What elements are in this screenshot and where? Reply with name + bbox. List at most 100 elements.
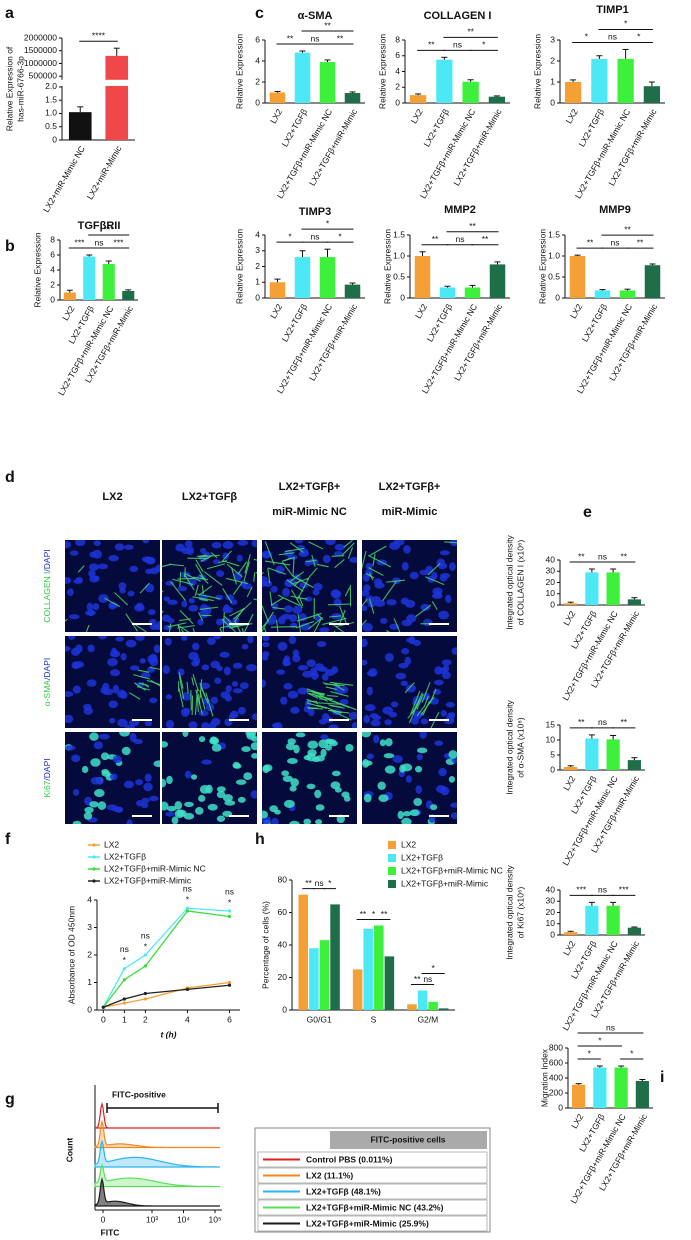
nucleus bbox=[71, 647, 81, 656]
nucleus bbox=[288, 636, 297, 645]
legend-label: LX2+TGFβ+miR-Mimic NC (43.2%) bbox=[306, 1202, 444, 1212]
fiber bbox=[206, 563, 226, 570]
x-axis-label: FITC bbox=[101, 1227, 120, 1237]
nucleus bbox=[382, 706, 394, 715]
point bbox=[143, 991, 147, 996]
nucleus bbox=[186, 546, 194, 556]
y-axis-label: of Ki67 (x10⁶) bbox=[515, 886, 525, 938]
significance-label: * bbox=[338, 231, 342, 241]
nucleus bbox=[400, 597, 410, 605]
significance-label: ns bbox=[423, 974, 432, 984]
nucleus bbox=[270, 585, 278, 593]
bar bbox=[294, 52, 311, 103]
y-tick-label: 2 bbox=[50, 279, 55, 289]
point bbox=[143, 997, 147, 1001]
x-tick-label: S bbox=[371, 1014, 377, 1024]
y-axis-label: of α-SMA (x10⁶) bbox=[515, 717, 525, 778]
point bbox=[122, 978, 126, 982]
y-tick-label: 10 bbox=[546, 734, 556, 744]
significance-label: ** bbox=[381, 909, 388, 919]
bar bbox=[384, 956, 395, 1010]
y-tick-label: 1 bbox=[87, 977, 92, 987]
nucleus bbox=[223, 666, 231, 676]
nucleus bbox=[304, 559, 312, 567]
significance-label: ** bbox=[428, 40, 435, 50]
y-tick-label: 40 bbox=[546, 554, 556, 564]
nucleus bbox=[233, 571, 243, 581]
fiber bbox=[329, 615, 342, 618]
legend-swatch bbox=[388, 867, 396, 875]
fiber bbox=[195, 564, 206, 581]
fiber bbox=[308, 707, 323, 710]
histogram-trace bbox=[94, 1139, 220, 1168]
nucleus bbox=[98, 636, 107, 640]
y-tick-label: 0 bbox=[555, 292, 560, 302]
significance-label: ns bbox=[95, 237, 104, 247]
nucleus bbox=[144, 773, 152, 782]
nucleus bbox=[235, 779, 247, 785]
nucleus bbox=[297, 687, 309, 695]
nucleus bbox=[241, 746, 251, 753]
fiber bbox=[306, 698, 319, 705]
nucleus bbox=[303, 818, 312, 824]
nucleus bbox=[415, 785, 423, 794]
fiber bbox=[316, 563, 329, 568]
fiber bbox=[416, 706, 425, 717]
significance-label: ** bbox=[467, 27, 474, 37]
y-tick-label: 10 bbox=[546, 918, 556, 928]
nucleus bbox=[125, 639, 137, 648]
nucleus bbox=[416, 753, 423, 761]
nucleus bbox=[65, 645, 71, 652]
significance-label: * bbox=[288, 231, 292, 241]
nucleus bbox=[405, 775, 413, 783]
fiber bbox=[77, 565, 85, 573]
nucleus bbox=[153, 644, 160, 654]
nucleus bbox=[86, 679, 97, 687]
micrograph bbox=[162, 732, 257, 824]
nucleus bbox=[443, 717, 455, 725]
x-tick-label: LX2 bbox=[268, 107, 284, 125]
nucleus bbox=[90, 758, 101, 767]
nucleus bbox=[362, 590, 370, 597]
fiber bbox=[198, 585, 213, 597]
histogram-trace bbox=[94, 1176, 220, 1207]
y-tick-label: 1.5 bbox=[548, 229, 560, 239]
nucleus bbox=[380, 617, 388, 624]
point bbox=[143, 964, 147, 968]
y-axis-label: Absorbance of OD 450nm bbox=[66, 906, 76, 1004]
fiber bbox=[368, 545, 387, 557]
y-tick-label: 1.5 bbox=[45, 94, 57, 104]
row-label-part: COLLAGEN I bbox=[42, 572, 52, 623]
significance-label: ns bbox=[611, 237, 620, 247]
bar bbox=[627, 927, 641, 935]
nucleus bbox=[306, 783, 316, 790]
significance-label: * bbox=[328, 878, 332, 888]
nucleus bbox=[67, 636, 76, 640]
nucleus bbox=[384, 765, 396, 774]
nucleus bbox=[362, 659, 368, 666]
nucleus bbox=[320, 734, 329, 740]
point bbox=[185, 987, 190, 991]
line-series bbox=[103, 981, 230, 1008]
nucleus bbox=[304, 700, 312, 708]
fiber bbox=[177, 625, 196, 629]
bar bbox=[344, 284, 361, 298]
nucleus bbox=[213, 636, 221, 640]
fiber bbox=[293, 577, 309, 585]
fiber bbox=[296, 577, 310, 601]
significance-label: * bbox=[630, 1048, 634, 1058]
point bbox=[227, 980, 232, 985]
nucleus bbox=[262, 636, 270, 642]
x-tick-label: G2/M bbox=[417, 1014, 438, 1024]
fiber bbox=[343, 540, 353, 548]
nucleus bbox=[109, 650, 121, 658]
y-tick-label: 5 bbox=[550, 749, 555, 759]
fiber bbox=[410, 690, 421, 715]
nucleus bbox=[65, 714, 74, 724]
bar bbox=[627, 599, 641, 605]
nucleus bbox=[166, 775, 173, 785]
nucleus bbox=[163, 596, 170, 602]
nucleus bbox=[282, 587, 290, 597]
nucleus bbox=[184, 540, 193, 548]
